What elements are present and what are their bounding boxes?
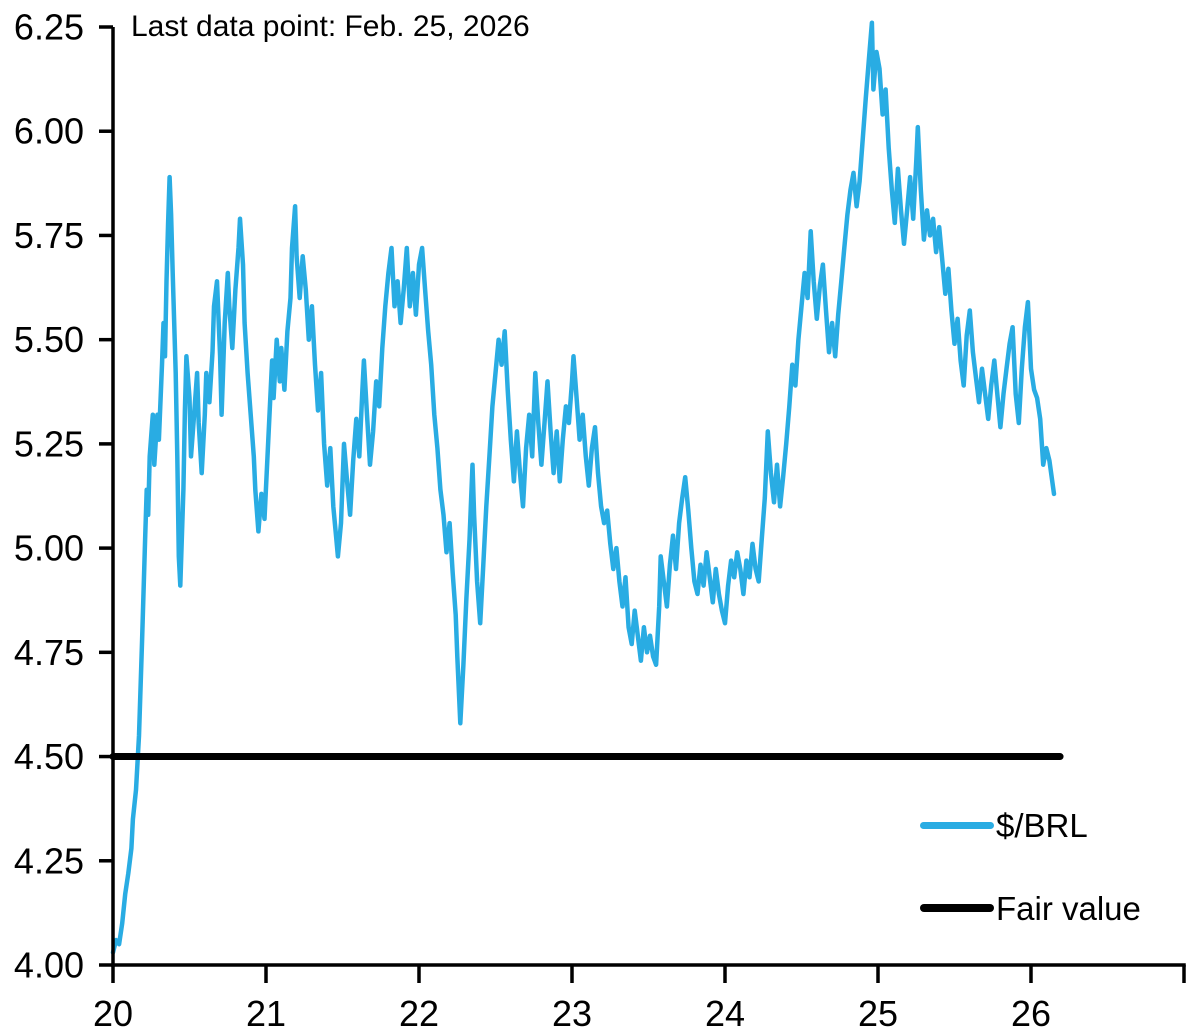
y-tick-label: 4.50 [14, 736, 84, 777]
legend-item-fair-value: Fair value [920, 890, 1141, 926]
chart-annotation: Last data point: Feb. 25, 2026 [131, 10, 530, 43]
y-tick-label: 6.25 [14, 7, 84, 48]
chart-legend: $/BRL Fair value [920, 807, 1141, 926]
y-tick-label: 4.00 [14, 945, 84, 986]
y-tick-label: 5.75 [14, 215, 84, 256]
x-tick-label: 26 [1011, 993, 1051, 1034]
brl-series-path [110, 20, 1057, 955]
brl-legend-label: $/BRL [996, 806, 1088, 844]
x-tick-label: 21 [246, 993, 286, 1034]
y-tick-label: 5.25 [14, 423, 84, 464]
legend-item-brl: $/BRL [920, 807, 1141, 843]
x-tick-label: 20 [93, 993, 133, 1034]
y-tick-label: 4.25 [14, 840, 84, 881]
x-tick-label: 22 [399, 993, 439, 1034]
y-tick-label: 6.00 [14, 111, 84, 152]
y-tick-label: 5.50 [14, 319, 84, 360]
y-tick-label: 4.75 [14, 632, 84, 673]
x-tick-label: 24 [705, 993, 745, 1034]
y-tick-label: 5.00 [14, 528, 84, 569]
brl-line-swatch [920, 821, 994, 829]
fair-value-legend-label: Fair value [996, 889, 1141, 927]
fair-value-line-swatch [920, 904, 994, 912]
x-tick-label: 25 [858, 993, 898, 1034]
x-tick-label: 23 [552, 993, 592, 1034]
